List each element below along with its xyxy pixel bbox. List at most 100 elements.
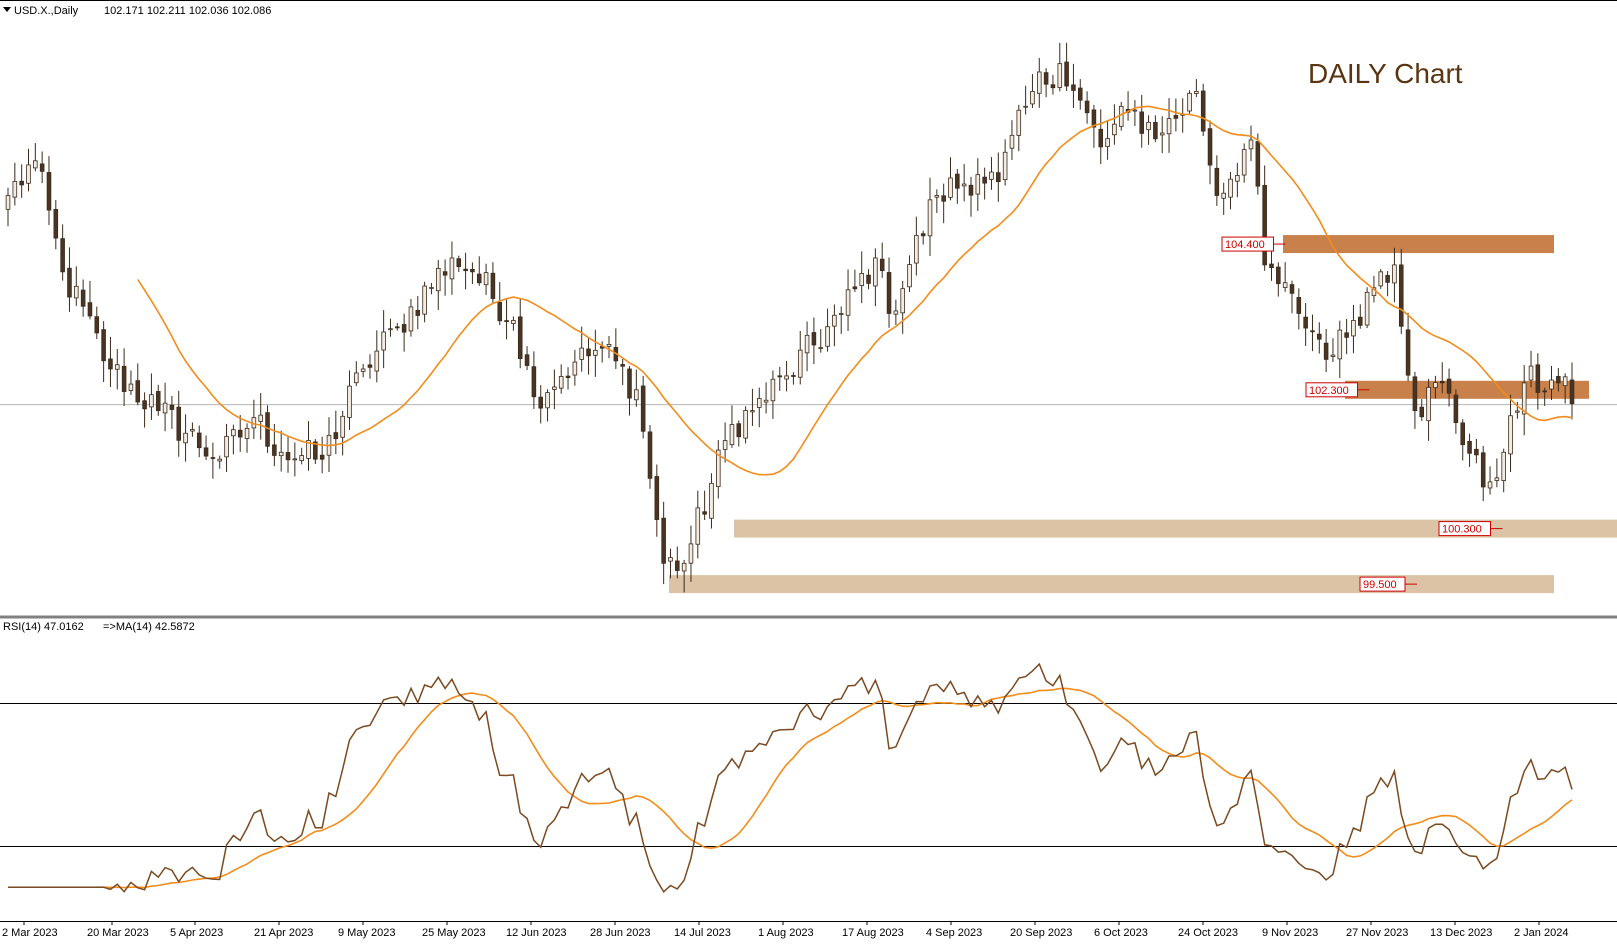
candle[interactable]	[968, 176, 974, 217]
candle[interactable]	[545, 389, 550, 422]
candle[interactable]	[231, 424, 236, 455]
candle[interactable]	[155, 384, 161, 416]
candle[interactable]	[80, 279, 86, 317]
candle[interactable]	[661, 501, 666, 585]
candle[interactable]	[395, 322, 400, 331]
candle[interactable]	[1105, 120, 1110, 160]
candle[interactable]	[1542, 387, 1547, 406]
candle[interactable]	[319, 436, 325, 474]
candle[interactable]	[804, 321, 810, 372]
candle[interactable]	[1084, 91, 1090, 124]
candle[interactable]	[750, 388, 755, 426]
candle[interactable]	[292, 442, 298, 477]
candle[interactable]	[1426, 378, 1431, 441]
candle[interactable]	[586, 337, 591, 375]
level-zone-102300[interactable]	[1345, 380, 1589, 399]
candle[interactable]	[1569, 362, 1575, 420]
candle[interactable]	[681, 559, 687, 593]
level-zone-100300[interactable]	[734, 519, 1617, 538]
candle[interactable]	[784, 360, 789, 392]
candle[interactable]	[1535, 353, 1541, 410]
candle[interactable]	[224, 423, 229, 473]
candle[interactable]	[1317, 322, 1322, 354]
candle[interactable]	[524, 346, 530, 371]
candle[interactable]	[1221, 182, 1226, 215]
candle[interactable]	[811, 317, 817, 365]
candle[interactable]	[108, 336, 113, 387]
level-zone-99500[interactable]	[669, 575, 1554, 594]
candle[interactable]	[340, 410, 345, 456]
candle[interactable]	[258, 393, 263, 440]
candle[interactable]	[217, 455, 222, 469]
candle[interactable]	[1358, 304, 1363, 329]
candle[interactable]	[1016, 104, 1022, 152]
candle[interactable]	[1077, 79, 1083, 110]
candle[interactable]	[1118, 101, 1124, 131]
candle[interactable]	[5, 187, 11, 227]
candle[interactable]	[101, 321, 106, 383]
candle[interactable]	[1187, 90, 1192, 114]
candle[interactable]	[1439, 362, 1445, 394]
candle[interactable]	[415, 296, 421, 330]
candle[interactable]	[1241, 143, 1247, 183]
candle[interactable]	[709, 473, 714, 529]
candle[interactable]	[859, 251, 864, 304]
candle[interactable]	[1398, 248, 1404, 334]
candle[interactable]	[777, 366, 783, 391]
candle[interactable]	[1214, 155, 1220, 206]
candle[interactable]	[1289, 280, 1295, 314]
candle[interactable]	[360, 363, 366, 378]
candle[interactable]	[845, 269, 851, 331]
candle[interactable]	[1248, 125, 1254, 162]
candle[interactable]	[237, 415, 243, 452]
candle[interactable]	[736, 420, 742, 447]
candle[interactable]	[422, 281, 427, 323]
candle[interactable]	[927, 177, 933, 257]
candle[interactable]	[504, 299, 509, 340]
candle[interactable]	[388, 318, 393, 337]
candle[interactable]	[914, 216, 919, 276]
candle[interactable]	[210, 442, 216, 479]
candle[interactable]	[996, 152, 1001, 202]
level-zone-104400[interactable]	[1283, 235, 1554, 254]
candle[interactable]	[1556, 368, 1561, 392]
candle[interactable]	[429, 282, 434, 295]
candle[interactable]	[67, 247, 72, 312]
candle[interactable]	[538, 385, 543, 424]
candle[interactable]	[1480, 446, 1486, 502]
candle[interactable]	[866, 269, 871, 290]
candle[interactable]	[1282, 262, 1288, 292]
candle[interactable]	[1112, 104, 1117, 145]
candle[interactable]	[517, 298, 523, 369]
candle[interactable]	[347, 370, 352, 430]
candle[interactable]	[1378, 269, 1384, 289]
candle[interactable]	[176, 390, 182, 457]
candle[interactable]	[948, 157, 953, 201]
candle[interactable]	[1043, 68, 1049, 98]
candle[interactable]	[852, 269, 858, 292]
candle[interactable]	[1351, 304, 1356, 354]
candle[interactable]	[572, 349, 578, 386]
candle[interactable]	[1146, 115, 1151, 145]
candle[interactable]	[668, 548, 673, 579]
candle[interactable]	[87, 280, 93, 320]
candle[interactable]	[838, 306, 844, 334]
candle[interactable]	[818, 329, 824, 353]
candle[interactable]	[1405, 312, 1411, 382]
candle[interactable]	[244, 423, 250, 453]
candle[interactable]	[893, 299, 899, 325]
candle[interactable]	[1501, 448, 1506, 493]
candle[interactable]	[688, 525, 694, 582]
candle[interactable]	[367, 354, 373, 379]
dropdown-triangle-icon[interactable]	[3, 7, 11, 12]
candle[interactable]	[1235, 162, 1240, 198]
candle[interactable]	[879, 242, 885, 278]
candle[interactable]	[299, 447, 304, 465]
candle[interactable]	[497, 282, 503, 326]
candle[interactable]	[121, 348, 127, 406]
candle[interactable]	[565, 367, 571, 390]
candle[interactable]	[1549, 365, 1554, 400]
candle[interactable]	[1521, 365, 1527, 436]
candle[interactable]	[1098, 109, 1104, 165]
